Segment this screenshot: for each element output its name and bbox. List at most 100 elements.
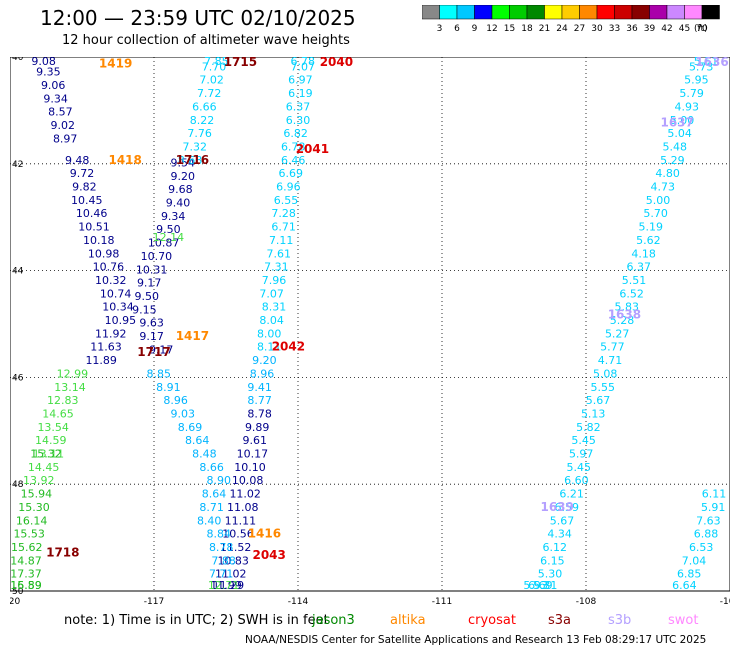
wave-height-value: 7.70 [202, 60, 227, 73]
longitude-tick-label: -111 [432, 597, 452, 607]
legend-bin-label: 18 [521, 24, 533, 34]
wave-height-value: 5.51 [622, 274, 647, 287]
wave-height-value: 6.60 [564, 474, 589, 487]
wave-height-value: 16.14 [16, 514, 48, 527]
wave-height-value: 6.78 [281, 140, 306, 153]
wave-height-value: 10.45 [71, 194, 103, 207]
wave-height-value: 11.08 [227, 501, 259, 514]
wave-height-value: 9.02 [51, 119, 76, 132]
wave-height-value: 8.68 [178, 154, 203, 167]
wave-height-value: 10.17 [237, 448, 269, 461]
wave-height-value: 6.71 [271, 221, 296, 234]
wave-height-value: 9.89 [245, 421, 270, 434]
legend-swatch [649, 5, 668, 20]
legend-swatch [422, 5, 440, 20]
legend-bin-label: 36 [626, 24, 638, 34]
wave-height-value: 5.13 [581, 407, 606, 420]
wave-height-value: 10.87 [148, 237, 180, 250]
pass-time-label: 1417 [176, 329, 209, 343]
longitude-tick-label: -120 [10, 597, 20, 607]
wave-height-value: 7.72 [197, 87, 222, 100]
wave-height-value: 15.32 [30, 448, 62, 461]
wave-height-value: 15.62 [11, 541, 43, 554]
wave-height-value: 5.67 [586, 394, 611, 407]
wave-height-value: 7.07 [291, 60, 316, 73]
map-frame [10, 57, 730, 592]
wave-height-value: 6.52 [619, 287, 644, 300]
satellite-legend-s3b: s3b [608, 613, 632, 628]
latitude-tick-label: 42 [12, 160, 23, 170]
latitude-tick-label: 48 [12, 480, 24, 490]
wave-height-value: 8.84 [207, 528, 232, 541]
legend-bin-label: 24 [556, 24, 568, 34]
wave-height-value: 7.32 [183, 140, 208, 153]
wave-height-value: 5.00 [646, 194, 671, 207]
wave-height-value: 9.17 [137, 277, 162, 290]
legend-bin-label: 33 [609, 24, 620, 34]
wave-height-value: 12.99 [57, 367, 89, 380]
wave-height-value: 6.78 [291, 57, 316, 68]
wave-height-value: 10.31 [136, 263, 168, 276]
wave-height-value: 8.40 [197, 514, 222, 527]
wave-height-value: 9.50 [156, 223, 181, 236]
satellite-legend-altika: altika [390, 613, 426, 628]
wave-height-value: 5.55 [591, 381, 616, 394]
wave-height-value: 11.29 [213, 579, 245, 592]
wave-height-value: 9.82 [72, 181, 97, 194]
wave-height-value: 8.00 [257, 327, 282, 340]
wave-height-value: 6.85 [677, 568, 702, 581]
wave-height-value: 6.11 [702, 488, 727, 501]
wave-height-value: 13.14 [54, 381, 86, 394]
latitude-tick-label: 50 [12, 587, 24, 597]
wave-height-value: 9.35 [36, 66, 61, 79]
pass-time-label: 2043 [252, 548, 285, 562]
wave-height-value: 9.06 [41, 79, 66, 92]
wave-height-value: 7.96 [262, 274, 287, 287]
pass-time-label: 1637 [660, 115, 693, 129]
wave-height-value: 8.48 [192, 448, 217, 461]
wave-height-value: 6.15 [540, 554, 565, 567]
wave-height-value: 9.34 [43, 92, 68, 105]
satellite-legend-swot: swot [668, 613, 699, 628]
wave-height-value: 5.82 [576, 421, 601, 434]
wave-height-value: 4.93 [675, 100, 700, 113]
pass-time-label: 1716 [176, 153, 209, 167]
legend-swatch [579, 5, 598, 20]
wave-height-value: 11.11 [225, 514, 257, 527]
wave-height-value: 9.40 [166, 197, 191, 210]
wave-height-value: 8.71 [199, 501, 224, 514]
wave-height-value: 5.29 [660, 154, 685, 167]
legend-swatch [684, 5, 703, 20]
wave-height-value: 4.73 [651, 181, 676, 194]
wave-height-value: 4.71 [598, 354, 623, 367]
wave-height-value: 7.02 [199, 74, 224, 87]
wave-height-value: 9.50 [135, 290, 160, 303]
satellite-legend-s3a: s3a [548, 613, 572, 628]
wave-height-value: 13.54 [37, 421, 69, 434]
wave-height-value: 16.89 [10, 579, 42, 592]
wave-height-value: 4.18 [631, 247, 656, 260]
wave-height-value: 11.92 [95, 327, 127, 340]
latitude-tick-label: 44 [12, 267, 24, 277]
wave-height-value: 6.69 [528, 579, 553, 592]
pass-time-label: 1636 [695, 57, 728, 69]
wave-height-value: 6.46 [281, 154, 306, 167]
wave-height-value: 7.31 [264, 261, 289, 274]
wave-height-value: 10.08 [232, 474, 264, 487]
wave-height-value: 7.85 [204, 57, 229, 68]
legend-swatch [474, 5, 493, 20]
wave-height-value: 6.97 [288, 74, 313, 87]
wave-height-value: 6.55 [274, 194, 299, 207]
wave-height-value: 7.88 [211, 554, 236, 567]
wave-height-value: 7.61 [267, 247, 292, 260]
credit-line: NOAA/NESDIS Center for Satellite Applica… [245, 634, 707, 646]
wave-height-value: 5.79 [679, 87, 704, 100]
wave-height-value: 5.91 [701, 501, 726, 514]
wave-height-value: 8.77 [247, 394, 272, 407]
longitude-tick-label: -105 [720, 597, 730, 607]
wave-height-value: 8.78 [247, 407, 272, 420]
wave-height-value: 4.34 [547, 528, 572, 541]
wave-height-value: 7.71 [209, 568, 234, 581]
wave-height-value: 10.76 [93, 261, 125, 274]
wave-height-value: 9.68 [168, 183, 193, 196]
